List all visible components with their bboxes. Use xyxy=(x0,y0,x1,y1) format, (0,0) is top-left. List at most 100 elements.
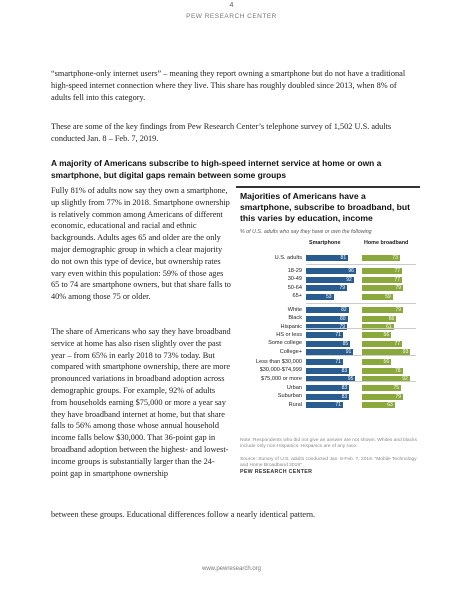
row-label: Black xyxy=(288,315,302,321)
broadband-bar xyxy=(362,293,393,300)
smartphone-bar xyxy=(306,315,348,322)
chart-source: Source: Survey of U.S. adults conducted … xyxy=(240,457,417,469)
row-label: $75,000 or more xyxy=(260,375,302,382)
closing-line: between these groups. Educational differ… xyxy=(51,510,316,519)
smartphone-value-label: 80 xyxy=(340,315,346,322)
broadband-bar xyxy=(362,268,403,274)
broadband-bar xyxy=(362,367,403,374)
broadband-bar xyxy=(362,393,404,400)
smartphone-bar xyxy=(306,349,354,355)
broadband-bar xyxy=(362,359,392,365)
broadband-value-label: 77 xyxy=(394,276,401,283)
smartphone-bar xyxy=(306,376,356,382)
smartphone-bar xyxy=(306,367,350,374)
group-separator xyxy=(306,355,416,356)
column-header-smartphone: Smartphone xyxy=(309,240,341,246)
row-label: 18-29 xyxy=(287,267,302,274)
broadband-bar xyxy=(362,340,403,347)
broadband-smartphone-chart: Majorities of Americans have a smartphon… xyxy=(236,186,420,478)
column-paragraph-2: The share of Americans who say they have… xyxy=(51,327,231,478)
row-label: Some college xyxy=(268,340,302,346)
broadband-value-label: 92 xyxy=(402,376,408,383)
smartphone-value-label: 92 xyxy=(346,276,352,283)
broadband-value-label: 77 xyxy=(394,340,401,347)
smartphone-value-label: 85 xyxy=(342,340,349,347)
broadband-bar xyxy=(362,315,397,322)
group-separator xyxy=(306,264,416,265)
row-label: College+ xyxy=(279,348,302,355)
smartphone-value-label: 96 xyxy=(348,268,354,275)
broadband-value-label: 93 xyxy=(402,349,409,356)
smartphone-bar xyxy=(306,285,348,291)
row-label: Urban xyxy=(286,384,302,391)
smartphone-value-label: 83 xyxy=(341,393,348,400)
broadband-bar xyxy=(362,255,400,261)
smartphone-bar xyxy=(306,255,349,261)
smartphone-value-label: 71 xyxy=(335,332,341,339)
broadband-bar xyxy=(362,376,410,382)
broadband-bar xyxy=(362,402,395,408)
smartphone-value-label: 71 xyxy=(335,402,341,409)
smartphone-value-label: 79 xyxy=(306,324,346,330)
broadband-value-label: 78 xyxy=(394,367,401,374)
smartphone-bar xyxy=(306,359,343,365)
broadband-value-label: 75 xyxy=(393,385,399,392)
survey-paragraph: These are some of the key findings from … xyxy=(51,122,392,143)
broadband-value-label: 79 xyxy=(395,307,402,314)
smartphone-value-label: 91 xyxy=(345,349,352,356)
row-label: $30,000-$74,999 xyxy=(259,367,302,373)
smartphone-value-label: 53 xyxy=(325,293,332,300)
row-label: 30-49 xyxy=(287,276,302,282)
broadband-value-label: 56 xyxy=(383,359,390,366)
smartphone-value-label: 71 xyxy=(335,359,341,366)
broadband-bar xyxy=(362,307,404,313)
broadband-value-label: 79 xyxy=(395,285,402,292)
row-label: HS or less xyxy=(276,331,302,338)
group-separator xyxy=(306,381,416,382)
smartphone-bar xyxy=(306,268,356,274)
smartphone-value-label: 81 xyxy=(340,255,347,262)
broadband-value-label: 56 xyxy=(383,332,390,339)
broadband-value-label: 77 xyxy=(394,268,401,275)
footer-url: www.pewresearch.org xyxy=(201,566,262,572)
broadband-bar xyxy=(362,285,404,291)
group-separator xyxy=(306,303,416,304)
page-header-org: PEW RESEARCH CENTER xyxy=(186,13,277,20)
page-number: 4 xyxy=(229,2,234,9)
broadband-bar xyxy=(362,276,403,283)
smartphone-value-label: 79 xyxy=(339,285,346,292)
intro-paragraph: “smartphone-only internet users” – meani… xyxy=(51,69,406,102)
chart-org: PEW RESEARCH CENTER xyxy=(240,469,313,475)
chart-subtitle: % of U.S. adults who say they have or ow… xyxy=(240,229,372,235)
smartphone-bar xyxy=(306,393,350,400)
row-label: White xyxy=(287,306,302,313)
chart-note: Note: Respondents who did not give an an… xyxy=(240,438,417,450)
smartphone-value-label: 83 xyxy=(341,367,348,374)
smartphone-bar xyxy=(306,324,348,330)
row-label: 65+ xyxy=(292,293,303,299)
smartphone-bar xyxy=(306,402,343,408)
broadband-bar xyxy=(362,332,392,338)
row-label: Suburban xyxy=(277,393,302,399)
row-label: Less than $30,000 xyxy=(255,358,302,365)
broadband-bar xyxy=(362,349,411,355)
smartphone-bar xyxy=(306,276,354,283)
column-paragraph-1: Fully 81% of adults now say they own a s… xyxy=(51,186,231,302)
smartphone-value-label: 95 xyxy=(347,376,354,383)
smartphone-bar xyxy=(306,332,343,338)
smartphone-bar xyxy=(306,340,351,347)
column-header-broadband: Home broadband xyxy=(364,240,409,246)
row-label: Hispanic xyxy=(280,323,302,330)
broadband-value-label: 66 xyxy=(388,315,395,322)
row-label: 50-64 xyxy=(287,284,302,291)
broadband-bar xyxy=(362,385,401,391)
section-heading: A majority of Americans subscribe to hig… xyxy=(51,158,382,180)
smartphone-value-label: 82 xyxy=(341,307,347,314)
smartphone-bar xyxy=(306,307,349,313)
row-label: U.S. adults xyxy=(274,254,302,261)
smartphone-bar xyxy=(306,293,334,300)
broadband-value-label: 61 xyxy=(362,324,392,330)
broadband-value-label: 79 xyxy=(395,393,402,400)
broadband-value-label: 59 xyxy=(385,293,391,300)
broadband-value-label: 73 xyxy=(392,255,398,262)
